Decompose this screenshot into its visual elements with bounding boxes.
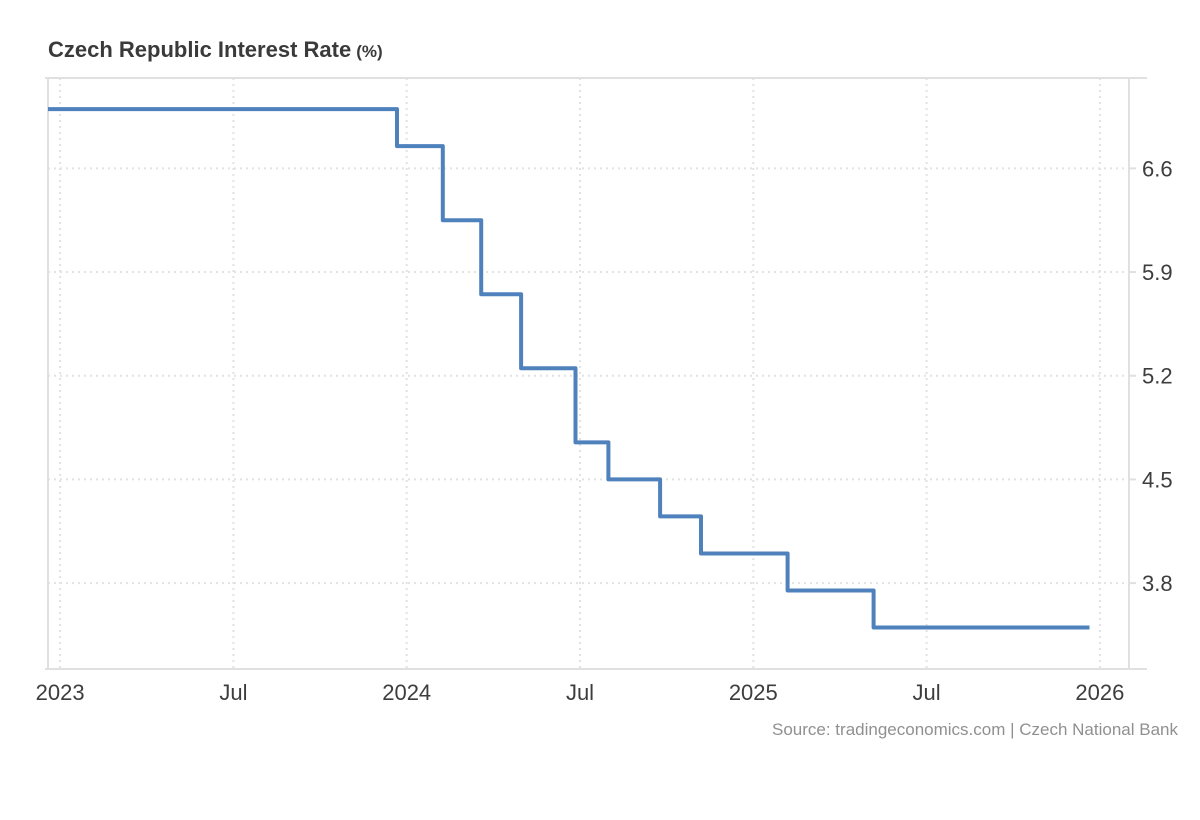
y-tick-label: 4.5 [1142,467,1173,492]
y-tick-label: 6.6 [1142,156,1173,181]
chart-title-unit: (%) [356,42,383,61]
x-tick-label: Jul [913,680,941,705]
gridlines [48,78,1129,669]
y-axis-labels: 6.6 5.9 5.2 4.5 3.8 [1142,156,1173,596]
x-tick-label: Jul [219,680,247,705]
x-tick-label: 2024 [382,680,431,705]
x-axis-labels: 2023 Jul 2024 Jul 2025 Jul 2026 [36,680,1125,705]
y-tick-label: 3.8 [1142,571,1173,596]
y-tick-label: 5.2 [1142,364,1173,389]
series-line [48,107,1090,630]
y-tick-label: 5.9 [1142,260,1173,285]
x-tick-label: 2023 [36,680,85,705]
plot-area: 2023 Jul 2024 Jul 2025 Jul 2026 6.6 5.9 5.2 4.5 3.… [36,77,1173,705]
plot-borders [45,77,1147,670]
source-credit: Source: tradingeconomics.com | Czech Nat… [772,720,1178,739]
series-group [48,107,1090,630]
chart-title-text: Czech Republic Interest Rate [48,37,352,62]
x-tick-label: 2026 [1075,680,1124,705]
x-tick-label: Jul [566,680,594,705]
chart-title: Czech Republic Interest Rate (%) [48,36,383,66]
x-tick-label: 2025 [729,680,778,705]
